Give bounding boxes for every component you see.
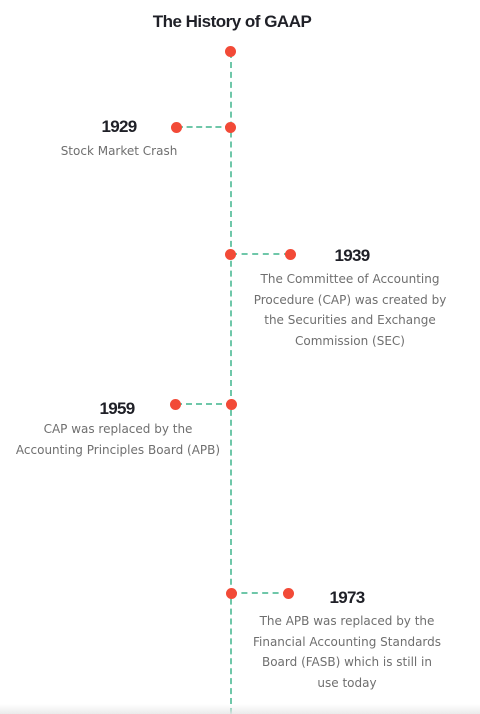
connector-1959 bbox=[176, 403, 232, 405]
page-title: The History of GAAP bbox=[152, 12, 312, 31]
axis-dot-1959 bbox=[226, 399, 237, 410]
axis-dot-1929 bbox=[225, 122, 236, 133]
event-text-1929: Stock Market Crash bbox=[60, 144, 178, 158]
connector-1929 bbox=[177, 126, 231, 128]
connector-1939 bbox=[231, 253, 290, 255]
timeline-axis bbox=[230, 52, 232, 714]
connector-1973 bbox=[231, 592, 289, 594]
event-text-1959: CAP was replaced by the Accounting Princ… bbox=[15, 422, 221, 457]
bottom-fade bbox=[0, 704, 480, 714]
axis-dot-1973 bbox=[226, 588, 237, 599]
event-year-1959: 1959 bbox=[99, 399, 135, 418]
event-year-1973: 1973 bbox=[329, 588, 365, 607]
event-year-1939: 1939 bbox=[334, 246, 370, 265]
event-dot-1959 bbox=[170, 399, 181, 410]
timeline-start-dot bbox=[225, 46, 236, 57]
event-dot-1929 bbox=[171, 122, 182, 133]
event-dot-1973 bbox=[283, 588, 294, 599]
axis-dot-1939 bbox=[225, 249, 236, 260]
event-dot-1939 bbox=[285, 249, 296, 260]
event-year-1929: 1929 bbox=[101, 117, 137, 136]
event-text-1973: The APB was replaced by the Financial Ac… bbox=[252, 614, 442, 690]
event-text-1939: The Committee of Accounting Procedure (C… bbox=[253, 272, 447, 348]
